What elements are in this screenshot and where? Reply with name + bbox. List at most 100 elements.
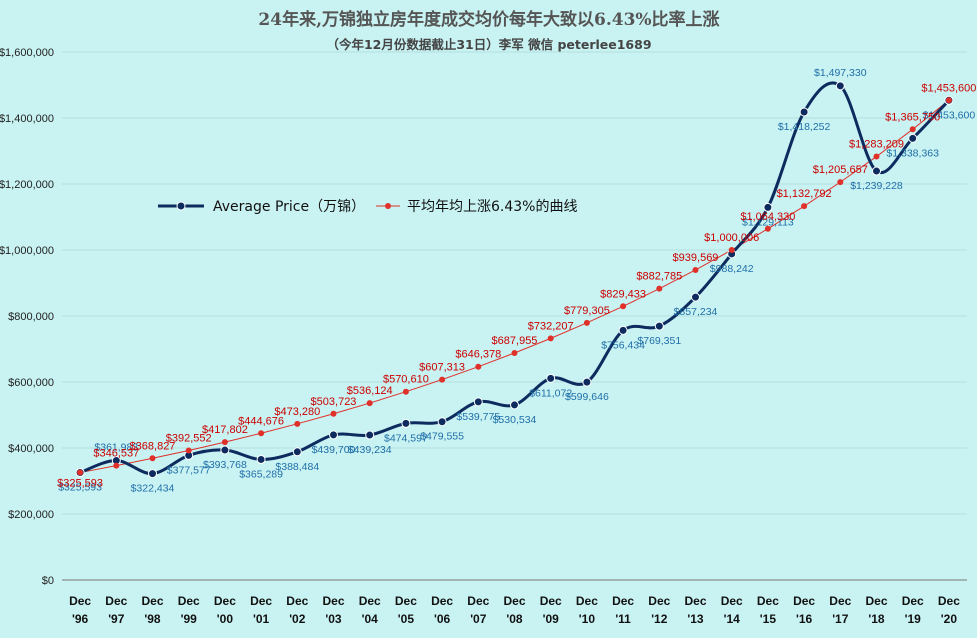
data-label-trend: $473,280 — [274, 406, 320, 418]
x-tick-label: Dec '13 — [684, 594, 706, 626]
x-tick-label: Dec '08 — [503, 594, 525, 626]
data-label-average-price: $365,289 — [239, 468, 283, 480]
data-label-average-price: $393,768 — [203, 459, 247, 471]
x-tick-label: Dec '20 — [938, 594, 960, 626]
point-average-price — [872, 166, 881, 176]
point-average-price — [546, 373, 556, 383]
x-tick-label: Dec '15 — [757, 594, 779, 626]
x-tick-label: Dec '05 — [395, 594, 417, 626]
legend: Average Price（万锦） 平均年均上涨6.43%的曲线 — [158, 198, 577, 215]
point-trend — [402, 388, 409, 395]
data-label-average-price: $1,497,330 — [814, 67, 867, 79]
point-average-price — [329, 430, 338, 440]
data-label-average-price: $439,234 — [348, 444, 392, 456]
data-label-trend: $1,365,750 — [885, 111, 940, 123]
point-trend — [801, 203, 808, 210]
y-axis-ticks: $0 $200,000 $400,000 $600,000 $800,000 $1,000… — [0, 47, 54, 587]
data-label-trend: $368,827 — [130, 440, 176, 452]
data-label-average-price: $388,484 — [275, 461, 319, 473]
data-label-trend: $607,313 — [419, 362, 465, 374]
legend-item-average-price: Average Price（万锦） — [158, 198, 365, 215]
y-tick-label: $1,400,000 — [0, 113, 54, 125]
data-label-average-price: $599,646 — [565, 391, 609, 403]
x-tick-label: Dec '11 — [612, 594, 634, 626]
data-label-trend: $732,207 — [528, 320, 574, 332]
data-label-trend: $1,064,330 — [740, 211, 795, 223]
y-tick-label: $400,000 — [8, 443, 54, 455]
x-tick-label: Dec '19 — [902, 594, 924, 626]
data-label-trend: $444,676 — [238, 415, 284, 427]
point-trend — [330, 410, 337, 417]
point-trend — [475, 363, 482, 370]
chart-title: 24年来,万锦独立房年度成交均价每年大致以6.43%比率上涨 — [258, 9, 719, 30]
data-label-trend: $1,283,209 — [849, 139, 904, 151]
point-trend — [439, 376, 446, 383]
x-tick-label: Dec '07 — [467, 594, 489, 626]
y-tick-label: $0 — [42, 575, 54, 587]
point-trend — [258, 430, 265, 437]
point-average-price — [799, 107, 809, 117]
data-label-average-price: $474,597 — [384, 432, 428, 444]
y-tick-label: $200,000 — [8, 509, 54, 521]
data-label-trend: $536,124 — [347, 385, 393, 397]
data-label-trend: $1,205,657 — [813, 164, 868, 176]
data-label-average-price: $1,129,113 — [742, 216, 794, 228]
point-average-price — [510, 400, 519, 410]
x-tick-label: Dec '16 — [793, 594, 815, 626]
x-tick-label: Dec '02 — [286, 594, 308, 626]
y-tick-label: $1,000,000 — [0, 245, 54, 257]
x-tick-label: Dec '01 — [250, 594, 272, 626]
data-label-trend: $646,378 — [455, 349, 501, 361]
data-label-average-price: $1,338,363 — [886, 147, 939, 159]
point-average-price — [473, 397, 483, 407]
x-tick-label: Dec '97 — [105, 594, 127, 626]
y-tick-label: $1,600,000 — [0, 47, 54, 59]
point-trend — [873, 153, 880, 160]
point-trend — [149, 455, 156, 462]
x-tick-label: Dec '99 — [178, 594, 200, 626]
point-trend — [185, 447, 192, 454]
data-label-average-price: $322,434 — [131, 483, 175, 495]
data-label-average-price: $1,453,600 — [923, 109, 976, 121]
point-trend — [221, 439, 228, 446]
point-trend — [837, 179, 844, 186]
point-average-price — [220, 445, 230, 455]
legend-label-average-price: Average Price（万锦） — [213, 198, 365, 215]
data-label-trend: $392,552 — [166, 432, 212, 444]
legend-item-trend: 平均年均上涨6.43%的曲线 — [376, 199, 577, 215]
point-average-price — [654, 321, 664, 331]
x-tick-label: Dec '06 — [431, 594, 453, 626]
x-tick-label: Dec '96 — [69, 594, 91, 626]
x-tick-label: Dec '98 — [141, 594, 163, 626]
data-label-trend: $503,723 — [311, 396, 357, 408]
point-average-price — [256, 454, 266, 464]
point-trend — [909, 126, 916, 133]
x-tick-label: Dec '03 — [322, 594, 344, 626]
point-trend — [366, 400, 373, 407]
data-label-average-price: $530,534 — [493, 414, 537, 426]
data-label-trend: $1,000,006 — [704, 232, 759, 244]
y-tick-label: $600,000 — [8, 377, 54, 389]
data-label-average-price: $611,072 — [529, 387, 572, 399]
point-trend — [764, 225, 771, 232]
point-trend — [547, 335, 554, 342]
data-label-average-price: $479,555 — [420, 431, 464, 443]
data-label-average-price: $377,577 — [167, 464, 211, 476]
data-label-trend: $417,802 — [202, 424, 248, 436]
series-layer — [75, 81, 954, 479]
data-label-trend: $346,537 — [93, 448, 139, 460]
point-average-price — [763, 202, 773, 212]
data-label-average-price: $988,242 — [710, 263, 754, 275]
point-average-price — [437, 417, 447, 427]
data-label-trend: $570,610 — [383, 374, 429, 386]
x-axis-ticks: Dec '96 Dec '97 Dec '98 Dec '99 Dec '00 Dec '01 Dec '… — [69, 594, 960, 626]
x-tick-label: Dec '17 — [829, 594, 851, 626]
x-tick-label: Dec '09 — [540, 594, 562, 626]
x-tick-label: Dec '12 — [648, 594, 670, 626]
gridlines — [62, 51, 967, 581]
data-label-average-price: $1,418,252 — [778, 121, 831, 133]
data-label-trend: $779,305 — [564, 305, 610, 317]
data-label-trend: $325,593 — [57, 478, 103, 490]
legend-marker-average-price — [176, 201, 186, 211]
